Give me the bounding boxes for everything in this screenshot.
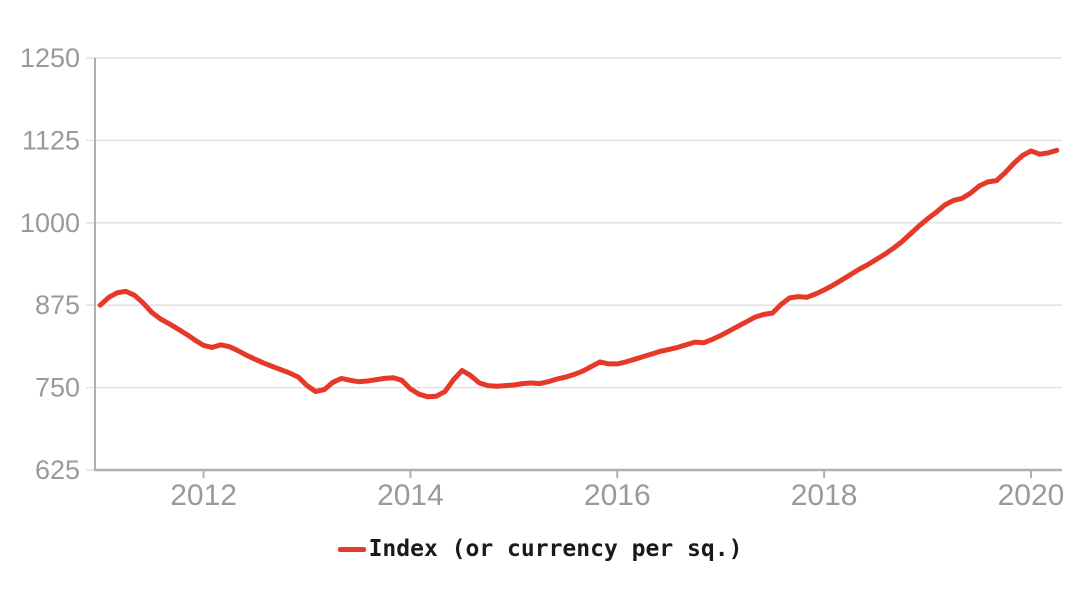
chart-legend: Index (or currency per sq.) <box>0 536 1080 562</box>
y-tick-label: 625 <box>35 455 80 485</box>
y-tick-label: 1125 <box>22 125 80 155</box>
x-tick-label: 2012 <box>170 479 237 512</box>
legend-line-marker <box>337 546 366 552</box>
series-line-index <box>97 147 1060 400</box>
legend-label: Index (or currency per sq.) <box>368 536 743 562</box>
x-tick-label: 2018 <box>791 479 858 512</box>
x-tick-label: 2020 <box>998 479 1065 512</box>
y-tick-label: 875 <box>35 290 80 320</box>
x-tick-label: 2014 <box>377 479 444 512</box>
y-tick-label: 1000 <box>20 208 80 238</box>
x-tick-label: 2016 <box>584 479 651 512</box>
y-tick-label: 750 <box>35 373 80 403</box>
legend-item-index[interactable]: Index (or currency per sq.) <box>337 536 743 562</box>
y-tick-label: 1250 <box>20 43 80 73</box>
